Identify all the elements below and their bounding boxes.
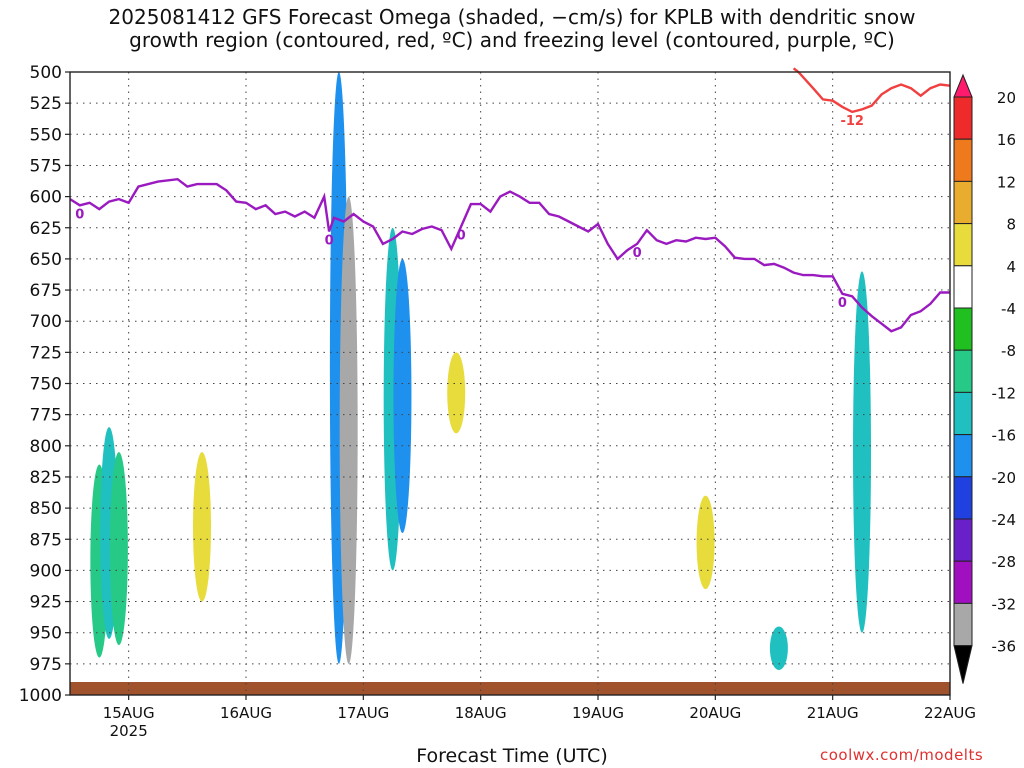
ground-surface xyxy=(70,682,950,695)
y-tick-label-500: 500 xyxy=(30,63,62,83)
colorbar-label--16: -16 xyxy=(992,427,1017,445)
freezing-level-label-0: 0 xyxy=(75,207,84,222)
colorbar-bin-12 xyxy=(953,560,973,604)
chart-title-line1: 2025081412 GFS Forecast Omega (shaded, −… xyxy=(108,5,916,29)
y-tick-label-725: 725 xyxy=(30,343,62,363)
colorbar-label--4: -4 xyxy=(1001,300,1016,318)
omega-cell-10 xyxy=(696,495,715,590)
colorbar-bin-5 xyxy=(953,265,973,309)
y-tick-label-875: 875 xyxy=(30,530,62,550)
x-tick-label-15AUG: 15AUG xyxy=(103,704,155,722)
colorbar-label--28: -28 xyxy=(992,553,1017,571)
colorbar-bin-7 xyxy=(953,349,973,393)
omega-cell-9 xyxy=(769,626,788,671)
colorbar-bin-1 xyxy=(953,96,973,140)
omega-cross-section-chart: 0 0 0 0 0 -12 500 525 550 575 600 625 650 675 700 725 7… xyxy=(19,63,1017,740)
y-tick-label-650: 650 xyxy=(30,250,62,270)
colorbar-bin-2 xyxy=(953,138,973,182)
y-tick-label-700: 700 xyxy=(30,312,62,332)
omega-cell-7 xyxy=(393,258,412,534)
y-tick-label-625: 625 xyxy=(30,219,62,239)
freezing-level-label-4: 0 xyxy=(838,296,847,311)
contour-lines: 0 0 0 0 0 -12 xyxy=(69,67,951,333)
x-tick-sublabel-year: 2025 xyxy=(110,722,148,740)
y-tick-label-775: 775 xyxy=(30,406,62,426)
freezing-level-label-2: 0 xyxy=(457,229,466,244)
freezing-level-label-1: 0 xyxy=(325,233,334,248)
colorbar-label-8: 8 xyxy=(1006,216,1016,234)
omega-cell-2 xyxy=(109,452,128,646)
omega-cell-11 xyxy=(447,352,466,434)
freezing-level-line xyxy=(69,177,950,333)
y-tick-label-950: 950 xyxy=(30,624,62,644)
colorbar-bin-3 xyxy=(953,180,973,225)
dgz-contour-label-0: -12 xyxy=(840,114,864,129)
source-credit: coolwx.com/modelts xyxy=(820,746,984,764)
chart-title-line2: growth region (contoured, red, ºC) and f… xyxy=(129,28,895,52)
colorbar-label--36: -36 xyxy=(992,638,1017,656)
y-tick-label-750: 750 xyxy=(30,375,62,395)
y-tick-label-1000: 1000 xyxy=(19,686,62,706)
x-tick-label-17AUG: 17AUG xyxy=(337,704,389,722)
colorbar-label--32: -32 xyxy=(992,595,1017,613)
omega-cell-3 xyxy=(193,452,211,602)
omega-cell-5 xyxy=(339,196,358,664)
x-tick-label-20AUG: 20AUG xyxy=(689,704,741,722)
grid-lines xyxy=(70,72,950,695)
x-tick-label-19AUG: 19AUG xyxy=(572,704,624,722)
colorbar-bin-10 xyxy=(953,476,973,520)
y-tick-label-600: 600 xyxy=(30,188,62,208)
omega-cell-12 xyxy=(183,96,202,147)
colorbar-label--24: -24 xyxy=(992,511,1017,529)
colorbar-label--8: -8 xyxy=(1001,342,1016,360)
x-axis-label: Forecast Time (UTC) xyxy=(416,745,608,767)
y-tick-label-800: 800 xyxy=(30,437,62,457)
colorbar: 20 16 12 8 4 -4 -8 -12 -16 -20 -24 -28 -32 -36 xyxy=(953,73,1017,684)
colorbar-bin-13 xyxy=(953,602,973,647)
y-tick-label-825: 825 xyxy=(30,468,62,488)
dgz-contour-line xyxy=(792,67,951,114)
x-tick-label-21AUG: 21AUG xyxy=(807,704,859,722)
y-tick-label-850: 850 xyxy=(30,499,62,519)
omega-shading xyxy=(90,72,871,671)
y-tick-label-925: 925 xyxy=(30,593,62,613)
y-tick-label-550: 550 xyxy=(30,125,62,145)
y-tick-label-675: 675 xyxy=(30,281,62,301)
omega-cell-8 xyxy=(853,271,871,633)
colorbar-bin-4 xyxy=(953,223,973,267)
colorbar-label-4: 4 xyxy=(1006,258,1016,276)
y-tick-label-975: 975 xyxy=(30,655,62,675)
y-tick-label-575: 575 xyxy=(30,156,62,176)
freezing-level-label-3: 0 xyxy=(633,246,642,261)
colorbar-top-arrow xyxy=(953,73,973,98)
x-tick-label-22AUG: 22AUG xyxy=(924,704,976,722)
colorbar-label--20: -20 xyxy=(992,469,1017,487)
y-tick-label-525: 525 xyxy=(30,94,62,114)
colorbar-label--12: -12 xyxy=(992,384,1017,402)
colorbar-label-12: 12 xyxy=(997,173,1016,191)
x-tick-label-16AUG: 16AUG xyxy=(220,704,272,722)
colorbar-bin-6 xyxy=(953,307,973,351)
colorbar-label-20: 20 xyxy=(997,89,1016,107)
colorbar-bin-11 xyxy=(953,518,973,562)
colorbar-bin-8 xyxy=(953,391,973,436)
colorbar-bottom-arrow xyxy=(953,645,973,684)
chart-title: 2025081412 GFS Forecast Omega (shaded, −… xyxy=(0,6,1024,52)
y-axis: 500 525 550 575 600 625 650 675 700 725 750 775 800 8… xyxy=(19,63,70,706)
colorbar-label-16: 16 xyxy=(997,131,1016,149)
colorbar-bin-9 xyxy=(953,434,973,478)
y-tick-label-900: 900 xyxy=(30,561,62,581)
x-tick-label-18AUG: 18AUG xyxy=(455,704,507,722)
